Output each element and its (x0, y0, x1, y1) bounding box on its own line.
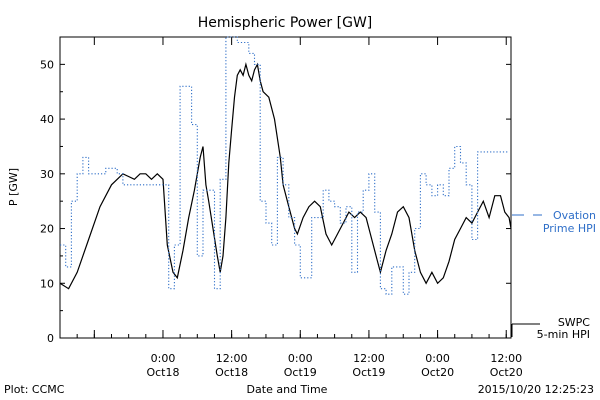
series-line-swpc (59, 62, 512, 290)
x-axis-label: Date and Time (247, 383, 328, 396)
legend: Ovation Prime HPI SWPC 5-min HPI (511, 209, 596, 341)
x-tick-sublabel-2: Oct18 (215, 366, 248, 379)
x-tick-label-4: 12:00 (353, 352, 385, 365)
x-tick-label-2: 12:00 (216, 352, 248, 365)
x-tick-label-3: 0:00 (288, 352, 313, 365)
y-tick-label-1: 10 (40, 277, 54, 290)
y-tick-label-5: 50 (40, 58, 54, 71)
x-tick-label-1: 0:00 (151, 352, 176, 365)
y-tick-label-4: 40 (40, 113, 54, 126)
x-tick-label-6: 12:00 (490, 352, 522, 365)
footer-timestamp: 2015/10/20 12:25:23 (478, 383, 594, 396)
legend-label-swpc-line2: 5-min HPI (537, 328, 590, 341)
series-line-ovation-prime (60, 36, 509, 295)
legend-label-ovation-line2: Prime HPI (543, 222, 596, 235)
y-axis: 0 10 20 30 40 50 (40, 58, 511, 345)
legend-label-swpc-line1: SWPC (558, 316, 590, 329)
x-tick-sublabel-5: Oct20 (421, 366, 454, 379)
y-axis-label: P [GW] (7, 168, 20, 206)
x-tick-sublabel-4: Oct19 (352, 366, 385, 379)
x-tick-sublabel-3: Oct19 (284, 366, 317, 379)
plot-frame (59, 36, 512, 339)
y-tick-label-0: 0 (47, 332, 54, 345)
x-axis: 0:00Oct1812:00Oct180:00Oct1912:00Oct190:… (76, 37, 523, 379)
footer-credit: Plot: CCMC (4, 383, 65, 396)
y-tick-label-2: 20 (40, 223, 54, 236)
x-tick-label-5: 0:00 (425, 352, 450, 365)
x-tick-sublabel-6: Oct20 (490, 366, 523, 379)
series-group (59, 36, 512, 295)
chart-title: Hemispheric Power [GW] (198, 15, 373, 31)
legend-label-ovation-line1: Ovation (553, 209, 596, 222)
x-tick-sublabel-1: Oct18 (146, 366, 179, 379)
y-tick-label-3: 30 (40, 168, 54, 181)
